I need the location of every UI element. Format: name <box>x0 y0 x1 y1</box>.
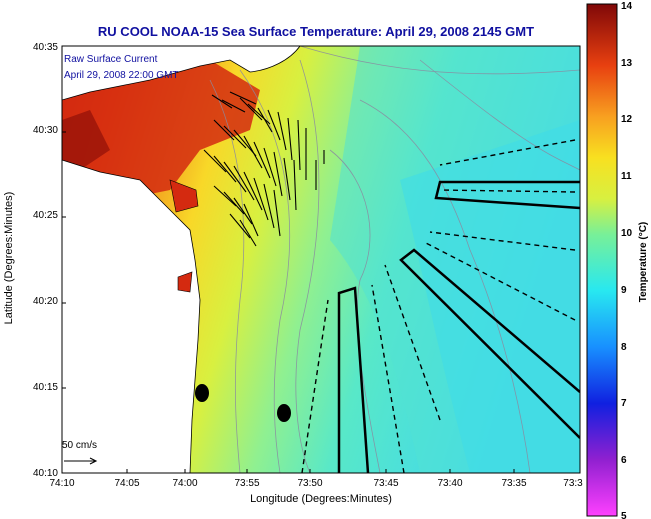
x-axis-label: Longitude (Degrees:Minutes) <box>250 493 392 505</box>
y-tick-label: 40:30 <box>33 125 58 136</box>
scale-arrow-icon <box>64 457 98 465</box>
y-tick-label: 40:15 <box>33 382 58 393</box>
scale-label: 50 cm/s <box>62 440 97 451</box>
colorbar-tick-label: 12 <box>621 114 633 125</box>
surface-current-vectors <box>203 91 325 247</box>
colorbar <box>586 3 618 517</box>
plot-area <box>62 46 580 473</box>
ship-tracks <box>337 180 580 473</box>
colorbar-tick-label: 13 <box>621 58 633 69</box>
y-axis: 40:35 40:30 40:25 40:20 40:15 40:10 <box>33 42 58 479</box>
radar-dashed-lines <box>301 139 576 473</box>
colorbar-tick-label: 10 <box>621 228 633 239</box>
x-tick-label: 74:10 <box>49 478 74 489</box>
colorbar-tick-label: 9 <box>621 285 627 296</box>
land-new-jersey <box>62 159 201 473</box>
colorbar-tick-label: 5 <box>621 511 627 519</box>
land-north <box>62 46 301 101</box>
colorbar-ticks: 14 13 12 11 10 9 8 7 6 5 <box>621 1 633 519</box>
legend-line-2: April 29, 2008 22:00 GMT <box>64 70 179 81</box>
coldest-water-band <box>400 120 580 473</box>
hot-spot <box>62 110 110 170</box>
y-tick-label: 40:10 <box>33 468 58 479</box>
colorbar-tick-label: 14 <box>621 1 633 12</box>
colorbar-tick-label: 11 <box>621 171 632 182</box>
map-title: RU COOL NOAA-15 Sea Surface Temperature:… <box>98 24 534 39</box>
y-axis-label: Latitude (Degrees:Minutes) <box>3 192 15 325</box>
x-tick-label: 74:05 <box>114 478 139 489</box>
station-marker-1 <box>195 384 209 402</box>
station-marker-2 <box>277 404 291 422</box>
inlet-water <box>177 271 193 293</box>
colorbar-tick-label: 7 <box>621 398 627 409</box>
plot-frame <box>61 45 581 474</box>
x-tick-label: 73:50 <box>297 478 322 489</box>
colorbar-tick-label: 8 <box>621 342 627 353</box>
x-tick-label: 73:55 <box>234 478 259 489</box>
colorbar-tick-label: 6 <box>621 455 627 466</box>
x-axis: 74:10 74:05 74:00 73:55 73:50 73:45 73:4… <box>49 478 583 489</box>
x-tick-label: 73:40 <box>437 478 462 489</box>
colorbar-label: Temperature (°C) <box>638 222 649 303</box>
x-tick-label: 74:00 <box>172 478 197 489</box>
y-tick-label: 40:25 <box>33 210 58 221</box>
warm-bay-water <box>62 60 260 200</box>
bay-water <box>169 179 199 213</box>
y-tick-label: 40:20 <box>33 296 58 307</box>
x-tick-label: 73:35 <box>501 478 526 489</box>
x-tick-label: 73:3 <box>563 478 583 489</box>
y-tick-label: 40:35 <box>33 42 58 53</box>
x-tick-label: 73:45 <box>373 478 398 489</box>
x-ticks <box>126 469 515 473</box>
y-ticks <box>62 131 66 389</box>
bathymetry-contours <box>209 46 580 473</box>
legend-line-1: Raw Surface Current <box>64 54 158 65</box>
